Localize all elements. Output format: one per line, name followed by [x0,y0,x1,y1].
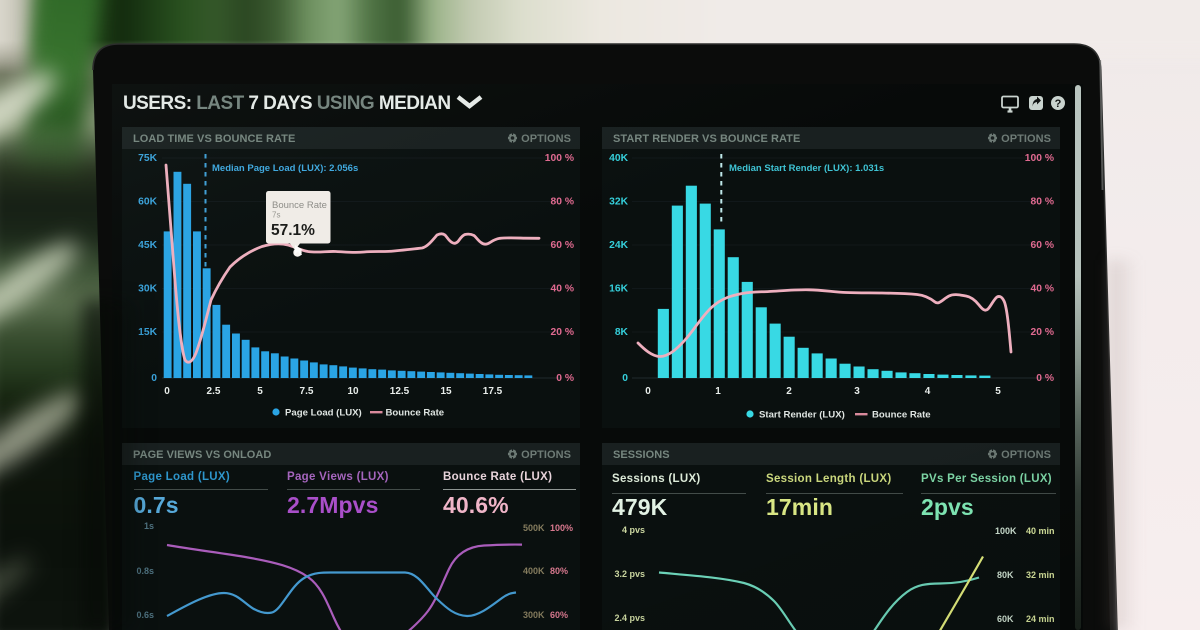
svg-text:0: 0 [645,386,651,397]
svg-text:80 %: 80 % [551,197,574,208]
svg-text:0 %: 0 % [556,373,574,384]
svg-text:0: 0 [164,386,170,397]
svg-text:5: 5 [257,386,263,397]
svg-text:0: 0 [622,373,628,384]
svg-text:60 %: 60 % [1031,240,1054,251]
svg-text:Median Page Load (LUX): 2.056s: Median Page Load (LUX): 2.056s [212,163,358,174]
svg-text:0: 0 [151,373,157,384]
svg-text:7.5: 7.5 [300,386,314,397]
svg-text:Bounce Rate: Bounce Rate [272,200,327,211]
svg-text:0 %: 0 % [1036,373,1054,384]
svg-text:45K: 45K [138,240,157,251]
svg-text:3: 3 [854,386,860,397]
svg-text:15: 15 [440,386,452,397]
svg-text:Median Start Render (LUX): 1.0: Median Start Render (LUX): 1.031s [729,163,884,174]
svg-text:8K: 8K [615,327,629,338]
svg-text:17.5: 17.5 [483,386,503,397]
svg-text:32K: 32K [609,197,628,208]
svg-text:15K: 15K [138,327,157,338]
svg-text:60K: 60K [138,197,157,208]
svg-text:100 %: 100 % [1025,153,1054,164]
svg-text:24K: 24K [609,240,628,251]
svg-text:12.5: 12.5 [390,386,410,397]
svg-text:1: 1 [715,386,721,397]
svg-text:40K: 40K [609,153,628,164]
svg-text:Page Load (LUX): Page Load (LUX) [285,408,362,419]
svg-text:57.1%: 57.1% [271,222,315,239]
svg-text:40 %: 40 % [1031,284,1054,295]
svg-text:30K: 30K [138,284,157,295]
svg-text:2: 2 [786,386,792,397]
svg-text:2.5: 2.5 [207,386,221,397]
svg-text:Bounce Rate: Bounce Rate [386,408,445,419]
svg-text:?: ? [1055,98,1062,110]
svg-text:10: 10 [347,386,359,397]
svg-text:20 %: 20 % [551,327,574,338]
svg-text:4: 4 [925,386,931,397]
svg-text:20 %: 20 % [1031,327,1054,338]
svg-text:5: 5 [995,386,1001,397]
svg-text:7s: 7s [272,211,280,220]
svg-text:16K: 16K [609,284,628,295]
svg-text:60 %: 60 % [551,240,574,251]
svg-text:Start Render (LUX): Start Render (LUX) [759,410,845,421]
svg-text:Bounce Rate: Bounce Rate [872,410,931,421]
svg-text:75K: 75K [138,153,157,164]
svg-text:40 %: 40 % [551,284,574,295]
svg-text:80 %: 80 % [1031,197,1054,208]
svg-text:100 %: 100 % [545,153,574,164]
